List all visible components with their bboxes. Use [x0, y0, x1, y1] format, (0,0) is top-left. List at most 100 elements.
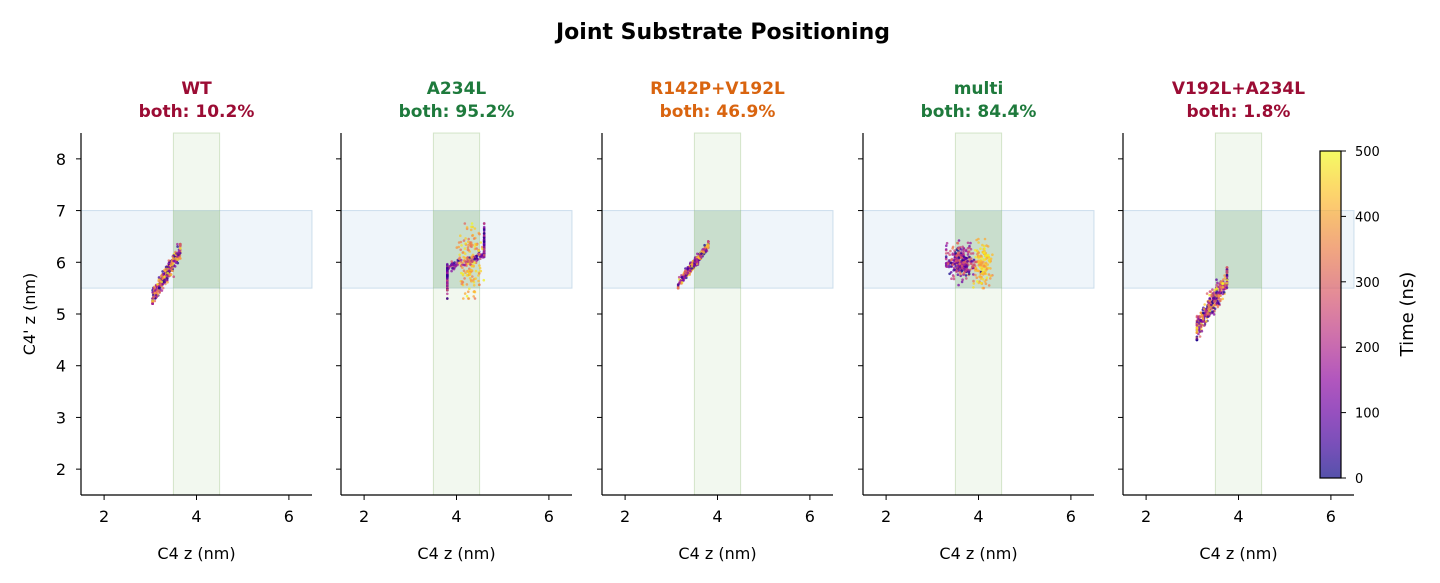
- data-point: [464, 260, 468, 263]
- data-point: [983, 247, 986, 251]
- data-point: [690, 263, 694, 267]
- data-point: [970, 259, 973, 263]
- data-point: [461, 261, 464, 265]
- data-point: [470, 265, 474, 268]
- data-point: [1223, 276, 1227, 280]
- data-point: [949, 261, 953, 265]
- data-point: [969, 257, 973, 260]
- data-point: [1210, 311, 1213, 315]
- data-point: [987, 266, 990, 270]
- data-point: [160, 280, 163, 284]
- data-point: [475, 257, 479, 260]
- data-point: [161, 277, 164, 280]
- panel-both-label: both: 46.9%: [660, 102, 776, 122]
- data-point: [467, 297, 470, 300]
- data-point: [154, 293, 158, 297]
- data-point: [176, 242, 179, 246]
- data-point: [970, 262, 973, 266]
- data-point: [955, 270, 958, 273]
- figure-title: Joint Substrate Positioning: [554, 20, 890, 45]
- c4prime-window-band: [80, 210, 313, 289]
- data-point: [690, 267, 694, 270]
- data-point: [963, 263, 966, 266]
- data-point: [446, 271, 449, 275]
- data-point: [1210, 295, 1213, 298]
- data-point: [948, 272, 951, 276]
- data-point: [166, 277, 169, 280]
- data-point: [953, 262, 957, 266]
- data-point: [682, 275, 686, 279]
- data-point: [1198, 322, 1201, 326]
- data-point: [446, 297, 449, 300]
- data-point: [977, 241, 980, 244]
- data-point: [160, 289, 164, 292]
- data-point: [987, 284, 991, 287]
- data-point: [965, 265, 968, 269]
- data-point: [460, 244, 463, 247]
- data-point: [450, 269, 453, 273]
- data-point: [459, 258, 463, 262]
- data-point: [1195, 320, 1199, 324]
- data-point: [965, 277, 968, 280]
- data-point: [944, 248, 948, 251]
- joint-window: [694, 210, 741, 289]
- data-point: [467, 240, 470, 243]
- data-point: [466, 259, 470, 262]
- data-point: [469, 269, 472, 272]
- y-tick-label: 4: [56, 357, 66, 376]
- data-point: [961, 278, 964, 282]
- data-point: [1199, 325, 1203, 328]
- data-point: [1200, 313, 1204, 317]
- data-point: [171, 257, 175, 261]
- data-point: [1219, 285, 1222, 289]
- data-point: [954, 251, 957, 254]
- data-point: [975, 276, 979, 280]
- data-point: [458, 253, 462, 257]
- data-point: [991, 253, 994, 256]
- data-point: [676, 284, 680, 287]
- data-point: [703, 243, 706, 247]
- data-point: [468, 287, 471, 291]
- panel-r142p-v192l: R142P+V192L both: 46.9% 2 4 6 C4 z (nm): [597, 79, 834, 563]
- data-point: [1205, 292, 1209, 295]
- data-point: [455, 261, 458, 264]
- data-point: [1199, 311, 1203, 315]
- data-point: [161, 270, 164, 273]
- data-point: [473, 245, 477, 248]
- data-point: [157, 276, 161, 279]
- data-point: [1210, 293, 1213, 296]
- data-point: [680, 282, 683, 285]
- data-point: [446, 269, 449, 272]
- data-point: [985, 244, 988, 247]
- data-point: [686, 271, 689, 274]
- data-point: [470, 222, 474, 225]
- data-point: [962, 249, 965, 253]
- data-point: [979, 262, 983, 265]
- data-point: [974, 273, 977, 277]
- data-point: [451, 267, 454, 270]
- data-point: [983, 267, 986, 271]
- data-point: [964, 274, 968, 277]
- data-point: [967, 272, 971, 276]
- data-point: [979, 259, 982, 262]
- colorbar-tick-label: 0: [1355, 472, 1363, 487]
- data-point: [680, 274, 683, 277]
- x-tick-label: 2: [620, 507, 630, 526]
- data-point: [947, 259, 951, 262]
- data-point: [979, 247, 982, 250]
- data-point: [174, 261, 178, 265]
- data-point: [464, 271, 467, 275]
- data-point: [472, 284, 476, 287]
- data-point: [478, 266, 482, 270]
- data-point: [697, 256, 700, 259]
- data-point: [1203, 324, 1206, 327]
- panel-title: WT: [181, 79, 212, 99]
- data-point: [1215, 283, 1218, 287]
- data-point: [1213, 309, 1216, 313]
- data-point: [458, 261, 461, 265]
- data-point: [949, 249, 952, 253]
- data-point: [1225, 271, 1229, 275]
- data-point: [967, 270, 971, 274]
- data-point: [957, 247, 960, 250]
- c4-window-band: [432, 132, 481, 496]
